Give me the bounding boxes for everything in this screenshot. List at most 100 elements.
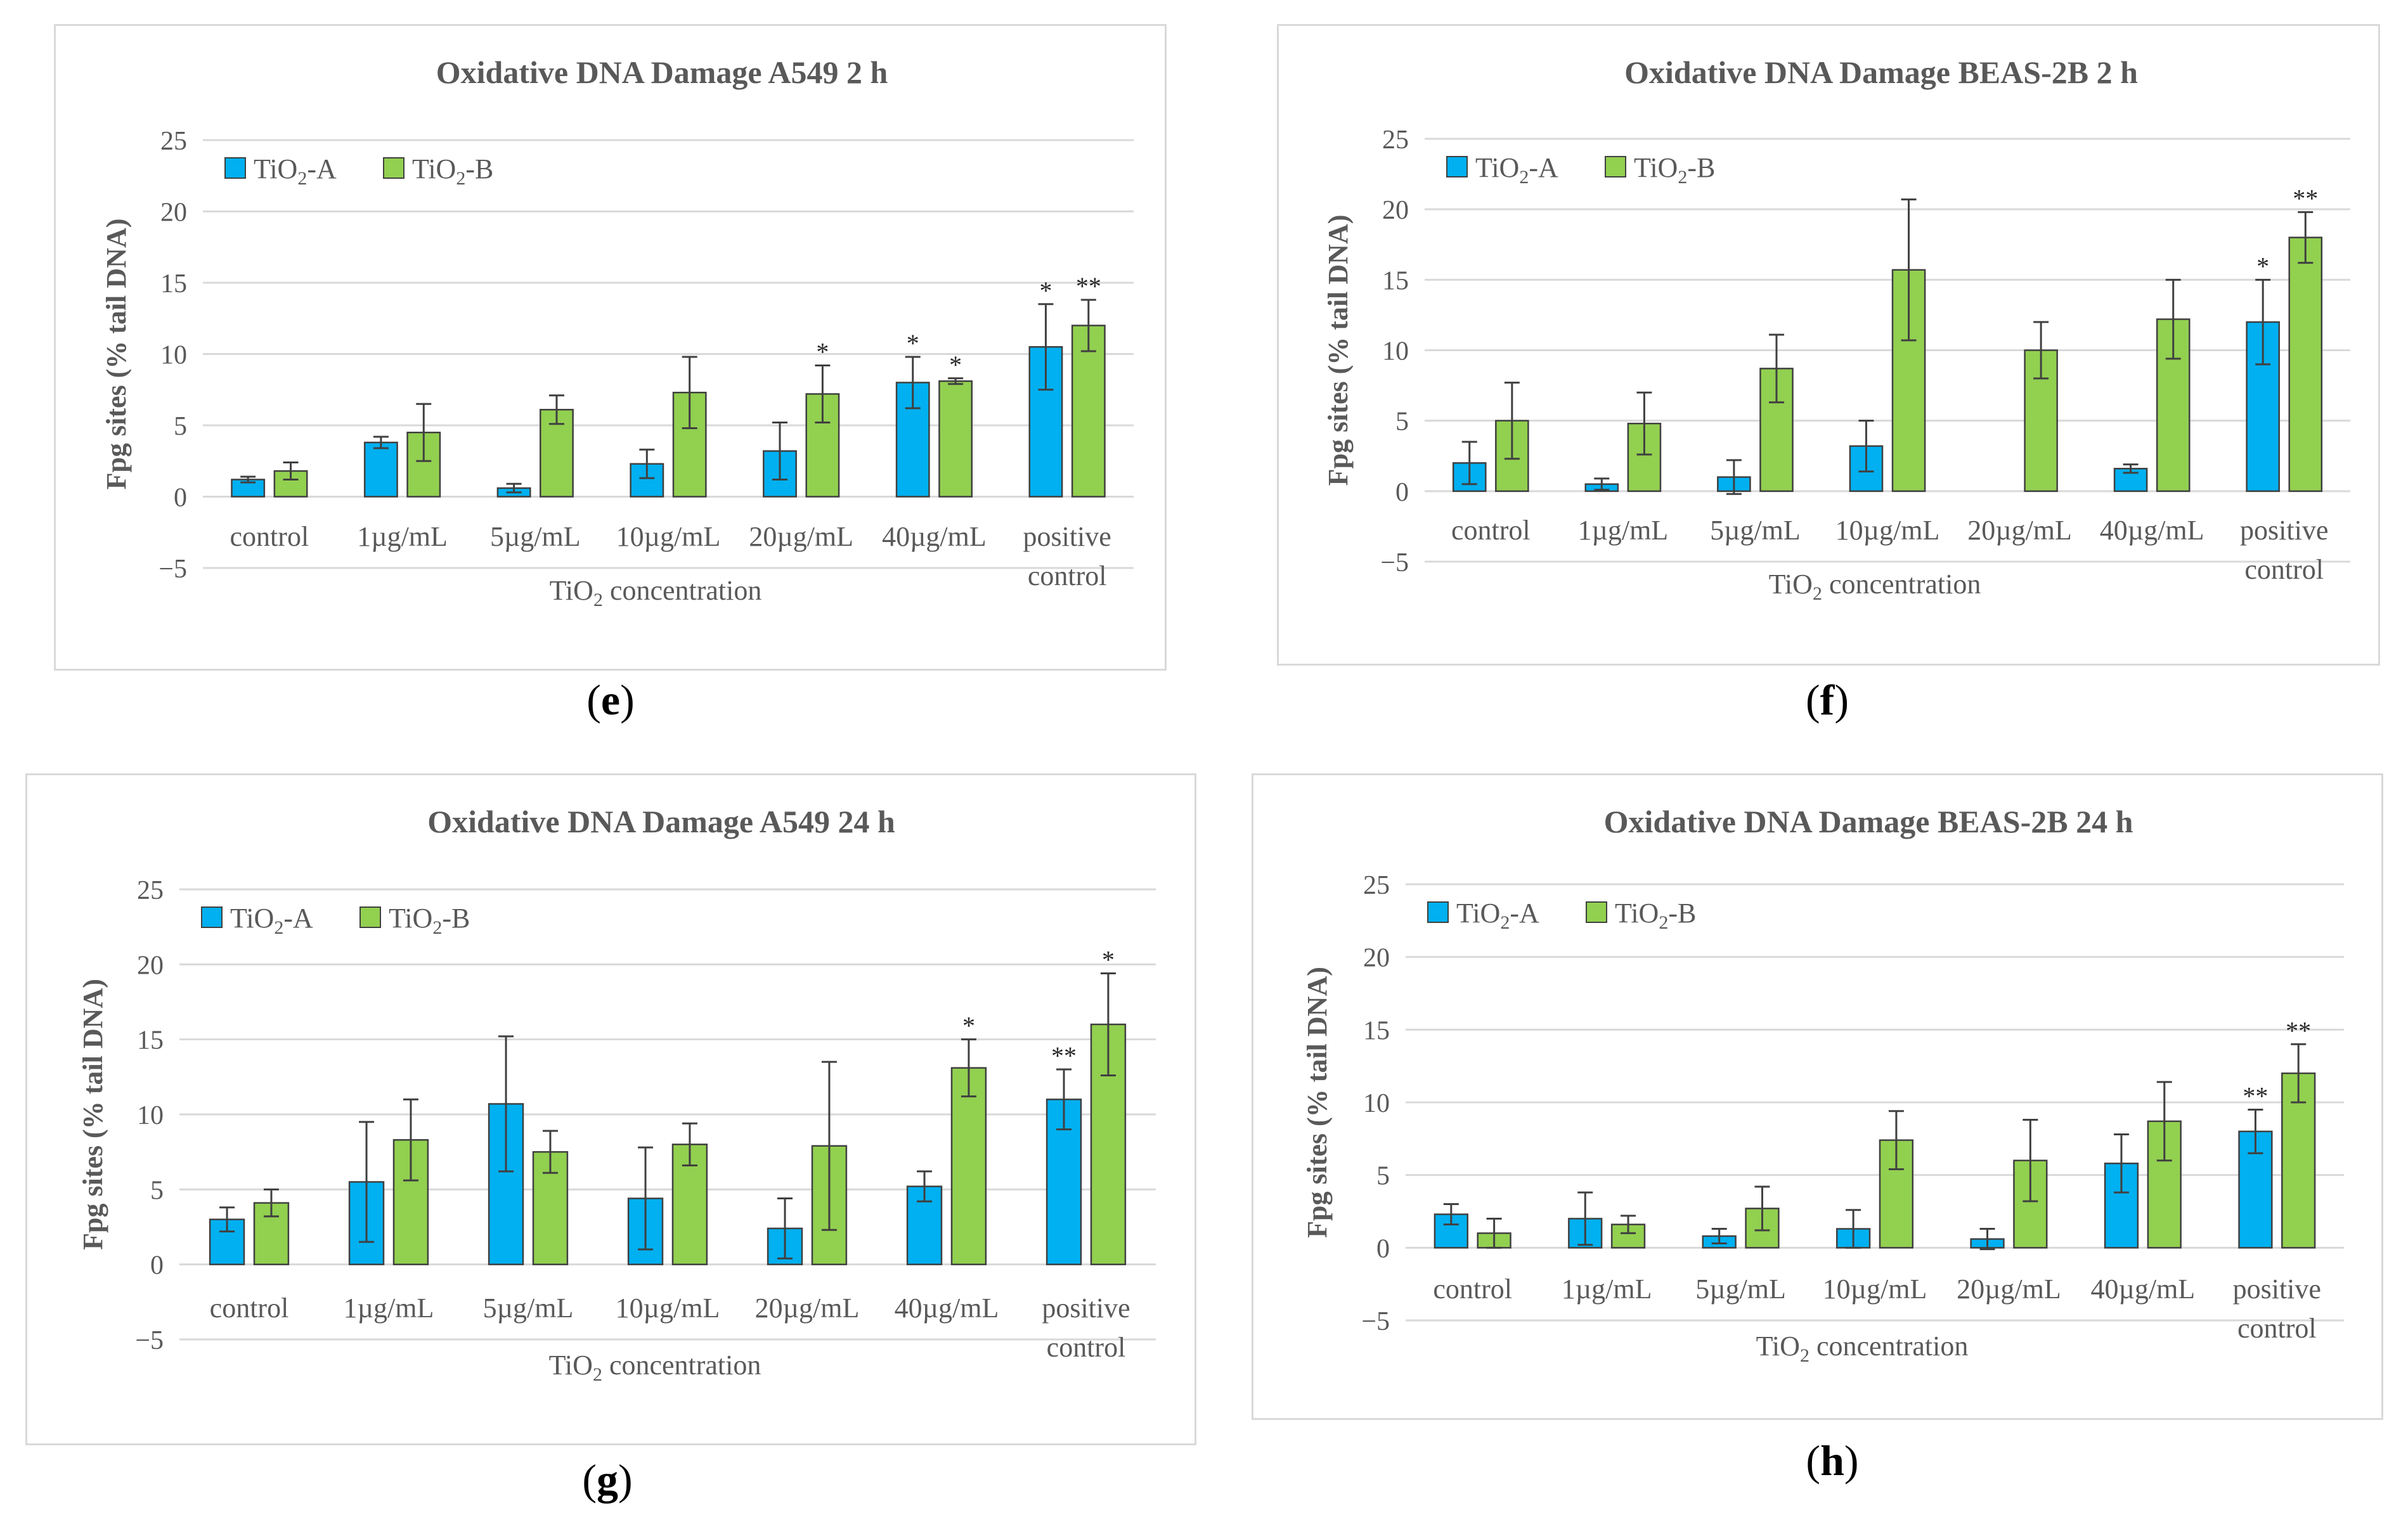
legend-item-g-b: TiO2-B xyxy=(359,903,470,938)
x-category-label-f: 10µg/mL xyxy=(1835,515,1940,546)
error-bar-h-a-3 xyxy=(1846,1209,1861,1249)
error-bar-e-a-1 xyxy=(373,435,389,449)
x-category-label-h: 20µg/mL xyxy=(1957,1274,2061,1305)
error-bar-f-a-5 xyxy=(2123,463,2139,474)
chart-panel-h: Oxidative DNA Damage BEAS-2B 24 h 25 20 15 1… xyxy=(1252,773,2383,1420)
x-category-label-g: 10µg/mL xyxy=(616,1293,720,1324)
x-category-label-f: control xyxy=(1451,515,1531,546)
x-category-label-g: control xyxy=(210,1293,289,1324)
error-bar-g-b-1 xyxy=(403,1098,418,1182)
error-bar-g-a-6 xyxy=(1056,1068,1072,1131)
y-tick-label-e: −5 xyxy=(159,555,187,584)
y-tick-label-g: −5 xyxy=(135,1326,164,1355)
error-bar-e-a-3 xyxy=(639,448,655,479)
error-bar-g-a-1 xyxy=(359,1121,375,1243)
significance-marker-g: * xyxy=(1102,946,1115,974)
legend-label: TiO2-A xyxy=(254,153,337,189)
error-bar-h-a-0 xyxy=(1443,1203,1459,1226)
legend-label: TiO2-B xyxy=(389,903,470,938)
legend-item-g-a: TiO2-A xyxy=(201,903,313,938)
bar-e-a-1 xyxy=(363,441,398,498)
y-tick-label-e: 10 xyxy=(160,341,187,370)
x-category-label-f: 40µg/mL xyxy=(2100,515,2204,546)
error-bar-g-b-4 xyxy=(821,1061,837,1231)
x-category-label-e: 10µg/mL xyxy=(616,521,721,552)
y-tick-label-e: 15 xyxy=(160,269,187,299)
error-bar-h-b-4 xyxy=(2023,1119,2038,1203)
y-tick-label-h: 20 xyxy=(1363,944,1390,973)
chart-svg-g: Oxidative DNA Damage A549 24 h 25 20 15 10 5 0… xyxy=(77,804,1156,1385)
x-category-label-f: positive xyxy=(2240,515,2328,546)
legend-swatch xyxy=(224,157,246,179)
chart-svg-h: Oxidative DNA Damage BEAS-2B 24 h 25 20 15 1… xyxy=(1302,804,2344,1366)
legend-swatch xyxy=(1446,156,1468,177)
error-bar-g-a-0 xyxy=(219,1206,235,1233)
error-bar-g-b-0 xyxy=(263,1188,279,1218)
error-bar-h-b-3 xyxy=(1888,1110,1904,1170)
y-tick-label-g: 10 xyxy=(137,1101,164,1130)
error-bar-e-a-0 xyxy=(240,475,256,484)
y-axis-label-f: Fpg sites (% tail DNA) xyxy=(1323,215,1354,486)
y-tick-label-e: 0 xyxy=(174,484,187,513)
x-category-label-f: 5µg/mL xyxy=(1710,515,1801,546)
legend-label: TiO2-A xyxy=(1475,152,1558,188)
x-category-label-g: positive xyxy=(1042,1293,1130,1324)
error-bar-g-a-3 xyxy=(638,1146,654,1251)
error-bar-f-a-0 xyxy=(1461,441,1477,486)
x-category-label-h: 10µg/mL xyxy=(1823,1274,1927,1305)
error-bar-f-b-0 xyxy=(1504,382,1520,460)
chart-title-h: Oxidative DNA Damage BEAS-2B 24 h xyxy=(1604,804,2133,839)
y-axis-label-g: Fpg sites (% tail DNA) xyxy=(77,979,108,1250)
panel-caption-e: (e) xyxy=(586,676,635,724)
significance-marker-h: ** xyxy=(2286,1016,2311,1045)
bar-e-b-5 xyxy=(938,380,973,498)
x-category-label-g: 5µg/mL xyxy=(483,1293,574,1324)
x-category-label-f: 20µg/mL xyxy=(1967,515,2072,546)
y-tick-label-f: 5 xyxy=(1395,408,1409,437)
error-bar-h-a-1 xyxy=(1577,1191,1593,1246)
bar-g-b-5 xyxy=(950,1067,987,1265)
error-bar-g-a-5 xyxy=(917,1170,933,1203)
error-bar-h-a-5 xyxy=(2113,1133,2129,1194)
y-tick-label-e: 25 xyxy=(160,127,187,156)
error-bar-f-b-5 xyxy=(2165,278,2181,360)
x-category-label-h: control xyxy=(1433,1274,1512,1305)
error-bar-e-b-3 xyxy=(682,356,697,429)
error-bar-f-b-4 xyxy=(2033,321,2049,380)
chart-title-e: Oxidative DNA Damage A549 2 h xyxy=(436,55,888,90)
x-category-label-g: 1µg/mL xyxy=(344,1293,434,1324)
y-tick-label-f: 15 xyxy=(1382,266,1409,295)
legend-swatch xyxy=(359,906,381,928)
y-tick-label-h: 5 xyxy=(1376,1162,1390,1191)
error-bar-h-b-0 xyxy=(1486,1217,1502,1249)
y-tick-label-g: 15 xyxy=(137,1026,164,1055)
legend-label: TiO2-B xyxy=(1615,898,1696,933)
y-tick-label-f: 25 xyxy=(1382,126,1409,155)
x-category-label-e: control xyxy=(1028,560,1107,591)
legend-swatch xyxy=(1605,156,1626,177)
error-bar-e-b-1 xyxy=(416,403,432,462)
legend-item-h-a: TiO2-A xyxy=(1427,898,1539,933)
error-bar-h-a-6 xyxy=(2248,1108,2263,1154)
error-bar-e-a-2 xyxy=(506,482,522,494)
y-tick-label-g: 25 xyxy=(137,876,164,905)
error-bar-g-a-2 xyxy=(498,1035,514,1173)
bar-f-b-6 xyxy=(2288,236,2323,493)
legend-swatch xyxy=(383,157,405,179)
significance-marker-e: * xyxy=(1039,276,1052,305)
y-tick-label-f: −5 xyxy=(1380,548,1409,577)
legend-swatch xyxy=(1427,901,1449,923)
error-bar-f-a-3 xyxy=(1858,420,1874,473)
chart-svg-f: Oxidative DNA Damage BEAS-2B 2 h 25 20 15 10… xyxy=(1323,55,2350,604)
x-category-label-g: 20µg/mL xyxy=(755,1293,860,1324)
error-bar-f-b-3 xyxy=(1901,198,1917,342)
significance-marker-e: * xyxy=(949,351,962,379)
error-bar-h-a-4 xyxy=(1979,1228,1995,1251)
y-tick-label-e: 20 xyxy=(160,198,187,228)
legend-swatch xyxy=(201,906,223,928)
x-category-label-h: positive xyxy=(2233,1274,2321,1305)
y-tick-label-g: 0 xyxy=(150,1251,164,1280)
y-tick-label-h: 10 xyxy=(1363,1089,1390,1118)
error-bar-e-b-0 xyxy=(283,461,299,480)
error-bar-e-b-5 xyxy=(948,377,964,385)
